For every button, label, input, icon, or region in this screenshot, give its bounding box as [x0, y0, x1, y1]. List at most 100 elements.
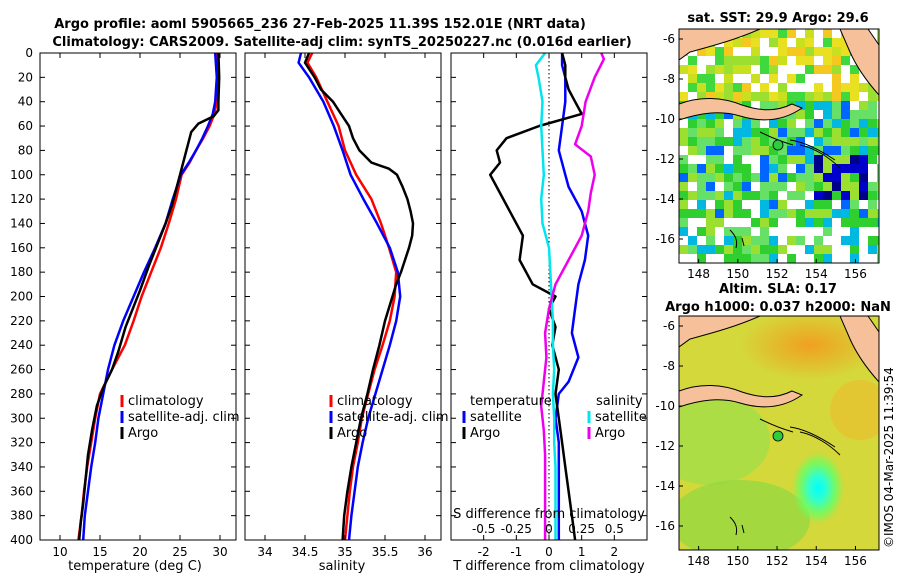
depth-tick-label: 260 — [10, 363, 33, 377]
sst-cell — [832, 191, 841, 200]
sst-cell — [841, 56, 850, 65]
sst-cell — [751, 200, 760, 209]
sst-cell — [751, 119, 760, 128]
sst-cell — [868, 182, 877, 191]
sst-cell — [796, 209, 805, 218]
series-line-t-satellite — [554, 53, 590, 540]
sst-cell — [742, 83, 751, 92]
sst-cell — [724, 38, 733, 47]
sst-cell — [805, 236, 814, 245]
sst-cell — [787, 155, 796, 164]
sst-cell — [823, 137, 832, 146]
sst-cell — [697, 254, 706, 263]
sst-cell — [724, 200, 733, 209]
sst-cell — [877, 119, 879, 128]
sst-cell — [724, 182, 733, 191]
sst-cell — [751, 146, 760, 155]
x-tick-label: 20 — [132, 545, 147, 559]
sst-cell — [859, 254, 868, 263]
sst-cell — [679, 74, 688, 83]
sst-cell — [724, 128, 733, 137]
sst-cell — [832, 173, 841, 182]
sst-cell — [832, 254, 841, 263]
sst-map-title: sat. SST: 29.9 Argo: 29.6 — [687, 11, 868, 26]
sst-cell — [868, 209, 877, 218]
sst-cell — [823, 29, 832, 38]
sst-cell — [778, 182, 787, 191]
sst-cell — [823, 191, 832, 200]
sst-cell — [787, 218, 796, 227]
sst-cell — [832, 218, 841, 227]
sst-cell — [769, 245, 778, 254]
sst-cell — [850, 101, 859, 110]
sst-cell — [760, 119, 769, 128]
sst-cell — [688, 146, 697, 155]
temperature-panel: 10 15 20 25 30 0 20 40 60 80 100 120 140 160 180 200 22… — [10, 46, 240, 574]
difference-lines — [488, 52, 606, 541]
sst-cell — [859, 227, 868, 236]
sst-cell — [760, 56, 769, 65]
eastern-islands — [839, 29, 879, 96]
sst-cell — [850, 173, 859, 182]
sst-cell — [832, 182, 841, 191]
sst-cell — [751, 209, 760, 218]
sst-cell — [769, 74, 778, 83]
sst-cell — [760, 65, 769, 74]
sst-cell — [688, 182, 697, 191]
sst-cell — [796, 83, 805, 92]
sst-cell — [697, 74, 706, 83]
sst-cell — [733, 137, 742, 146]
sst-cell — [724, 245, 733, 254]
sst-cell — [733, 119, 742, 128]
sst-cell — [706, 227, 715, 236]
sst-cell — [787, 119, 796, 128]
sst-cell — [760, 182, 769, 191]
sla-east-region — [830, 380, 879, 440]
sst-cell — [778, 92, 787, 101]
sst-cell — [715, 83, 724, 92]
sst-cell — [688, 200, 697, 209]
sst-cell — [814, 173, 823, 182]
sst-cell — [679, 182, 688, 191]
sst-cell — [787, 74, 796, 83]
sst-cell — [697, 83, 706, 92]
sst-cell — [706, 155, 715, 164]
sst-cell — [688, 137, 697, 146]
sst-cell — [841, 155, 850, 164]
sst-cell — [706, 200, 715, 209]
sst-cell — [850, 182, 859, 191]
sst-cell — [859, 83, 868, 92]
sst-cell — [841, 209, 850, 218]
sst-cell — [733, 173, 742, 182]
sst-cell — [742, 101, 751, 110]
sst-cell — [688, 65, 697, 74]
sst-cell — [868, 173, 877, 182]
sst-cell — [688, 173, 697, 182]
sst-cell — [733, 209, 742, 218]
sst-cell — [796, 218, 805, 227]
sst-cell — [688, 119, 697, 128]
sst-cell — [706, 119, 715, 128]
sst-cell — [850, 245, 859, 254]
sst-cell — [877, 227, 879, 236]
s-tick-label: 0.5 — [605, 522, 624, 536]
sst-cell — [688, 218, 697, 227]
x-tick-label: 0 — [545, 545, 553, 559]
sst-cell — [733, 146, 742, 155]
sst-cell — [787, 56, 796, 65]
sst-cell — [733, 47, 742, 56]
sst-cell — [841, 245, 850, 254]
sst-cell — [787, 182, 796, 191]
sst-cell — [814, 182, 823, 191]
sst-cell — [742, 92, 751, 101]
legend-argo: Argo — [337, 426, 367, 441]
sst-cell — [850, 74, 859, 83]
sst-cell — [814, 245, 823, 254]
sst-cell — [697, 164, 706, 173]
sst-cell — [751, 191, 760, 200]
difference-ticks: -2 -1 0 1 2 — [451, 52, 647, 559]
sst-cell — [778, 218, 787, 227]
sst-cell — [823, 65, 832, 74]
sst-cell — [706, 92, 715, 101]
sst-cell — [733, 254, 742, 263]
